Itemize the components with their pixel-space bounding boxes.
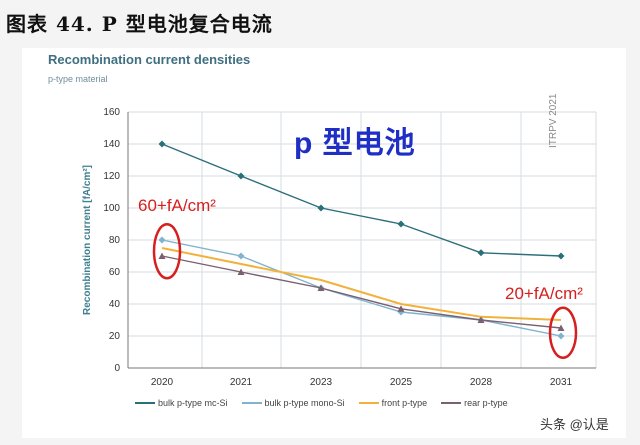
series-line-0 (161, 143, 562, 257)
x-tick-label: 2025 (390, 377, 413, 388)
overlay-label: p 型电池 (294, 127, 416, 160)
series-line-1 (161, 239, 562, 337)
data-point (237, 172, 245, 180)
highlight-ellipse-2020 (152, 222, 182, 280)
x-tick-label: 2021 (230, 377, 253, 388)
x-tick-label: 2031 (550, 377, 573, 388)
x-tick-label: 2023 (310, 377, 333, 388)
data-point (158, 140, 166, 148)
y-tick-label: 0 (114, 363, 120, 374)
x-tick-label: 2020 (151, 377, 174, 388)
y-tick-label: 120 (103, 171, 120, 182)
y-tick-label: 60 (109, 267, 121, 278)
itrpv-watermark: ITRPV 2021 (548, 93, 559, 148)
data-point (317, 284, 325, 291)
y-axis-label: Recombination current [fA/cm²] (82, 165, 93, 315)
legend-label: bulk p-type mc-Si (158, 398, 228, 408)
data-point (158, 236, 166, 244)
y-tick-label: 20 (109, 331, 121, 342)
legend-swatch (441, 402, 462, 404)
highlight-ellipse-2031 (548, 306, 578, 360)
y-tick-label: 160 (103, 107, 120, 118)
legend-item: front p-type (358, 398, 428, 408)
data-point (477, 316, 485, 323)
data-point (397, 220, 405, 228)
legend-swatch (358, 402, 379, 404)
legend-item: rear p-type (441, 398, 508, 408)
y-tick-label: 40 (109, 299, 121, 310)
legend-item: bulk p-type mc-Si (135, 398, 228, 408)
figure-title: 图表 44. P 型电池复合电流 (6, 12, 273, 36)
source-credit: 头条 @认是 (540, 417, 609, 432)
y-tick-label: 140 (103, 139, 120, 150)
chart-legend: bulk p-type mc-Si bulk p-type mono-Si fron… (135, 398, 508, 408)
data-point (477, 249, 485, 257)
series-line-2 (161, 247, 562, 321)
data-point (557, 324, 565, 331)
data-point (237, 252, 245, 260)
legend-swatch (135, 402, 155, 404)
legend-label: rear p-type (464, 398, 508, 408)
legend-label: bulk p-type mono-Si (264, 398, 345, 408)
legend-swatch (241, 402, 262, 404)
data-point (317, 204, 325, 212)
y-tick-label: 80 (109, 235, 121, 246)
chart-subtitle: p-type material (48, 74, 108, 84)
data-point (237, 268, 245, 275)
annotation-2031: 20+fA/cm² (505, 284, 583, 303)
y-tick-label: 100 (103, 203, 120, 214)
data-point (557, 332, 565, 340)
legend-label: front p-type (381, 398, 428, 408)
annotation-2020: 60+fA/cm² (138, 196, 216, 215)
legend-item: bulk p-type mono-Si (241, 398, 345, 408)
data-point (557, 252, 565, 260)
chart-panel (22, 48, 626, 438)
chart-title: Recombination current densities (48, 52, 251, 67)
data-point (397, 305, 405, 312)
data-point (158, 252, 166, 259)
series-line-3 (161, 255, 562, 329)
x-tick-label: 2028 (470, 377, 493, 388)
